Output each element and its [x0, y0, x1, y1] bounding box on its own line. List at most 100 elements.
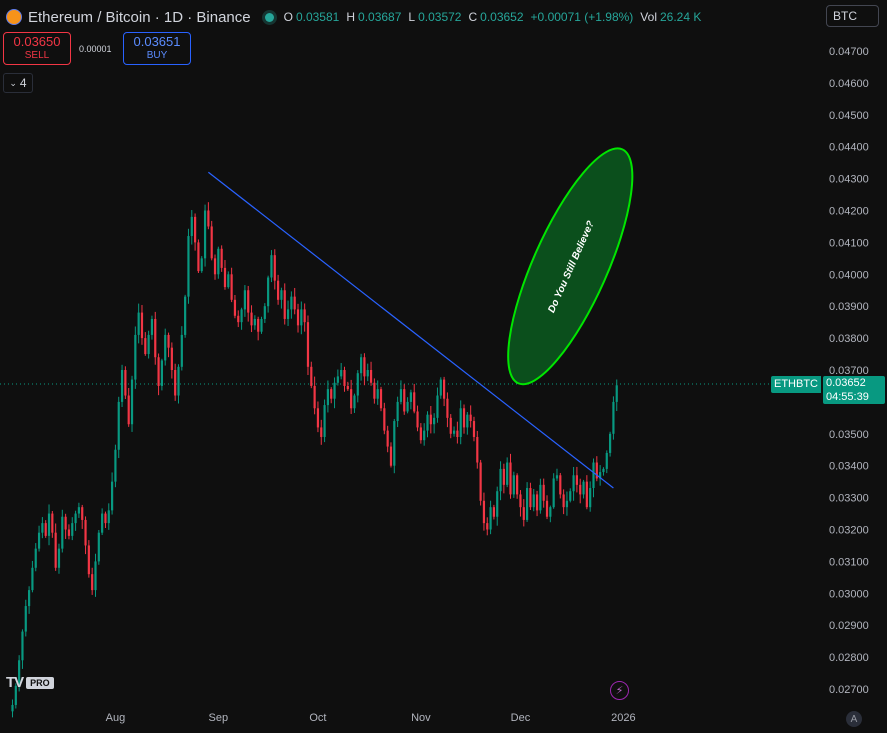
currency-select-button[interactable]: BTC [826, 5, 879, 27]
candle-body [81, 507, 84, 520]
candle-body [555, 475, 559, 479]
time-axis[interactable]: Aug Sep Oct Nov Dec 2026 [106, 712, 636, 724]
spread-value: 0.00001 [79, 44, 112, 54]
price-tick-label: 0.03300 [829, 493, 869, 505]
candle-body [469, 414, 472, 422]
candle-body [54, 532, 57, 568]
candle-body [436, 395, 439, 418]
price-tick-label: 0.03200 [829, 525, 869, 537]
candle-body [237, 315, 240, 323]
price-axis[interactable]: 0.04700 0.04600 0.04500 0.04400 0.04300 0.042… [829, 46, 869, 696]
candle-body [257, 318, 260, 332]
candle-body [137, 312, 140, 335]
candle-body [452, 430, 456, 434]
candle-body [575, 475, 578, 485]
bolt-icon[interactable]: ⚡ [610, 681, 629, 700]
candle-body [306, 322, 310, 367]
candle-body [223, 267, 227, 288]
candle-body [409, 392, 412, 402]
candle-body [316, 408, 320, 428]
price-tick-label: 0.02900 [829, 620, 869, 632]
candle-body [559, 475, 562, 495]
market-open-icon [264, 12, 274, 22]
candle-body [532, 494, 535, 508]
candle-body [227, 274, 230, 288]
candle-body [293, 296, 296, 310]
price-tick-label: 0.03000 [829, 588, 869, 600]
close-value: 0.03652 [480, 10, 524, 24]
tradingview-logo[interactable]: TV PRO [6, 674, 54, 691]
candle-body [34, 548, 37, 568]
candle-body [84, 519, 87, 546]
candle-body [552, 478, 555, 508]
candle-body [406, 401, 409, 412]
buy-label: BUY [146, 49, 168, 61]
sell-button[interactable]: 0.03650 SELL [3, 32, 71, 65]
candle-body [174, 370, 177, 396]
last-price: 0.03652 [826, 377, 866, 389]
candle-body [506, 462, 509, 485]
low-value: 0.03572 [418, 10, 462, 24]
annotation-ellipse[interactable] [484, 134, 656, 398]
candle-body [101, 513, 104, 533]
buy-button[interactable]: 0.03651 BUY [123, 32, 191, 65]
candle-body [184, 296, 187, 335]
candle-body [187, 236, 190, 297]
candle-body [389, 446, 393, 466]
candle-body [386, 430, 389, 447]
indicators-toggle-button[interactable]: ⌄ 4 [3, 73, 33, 93]
candle-body [429, 414, 432, 425]
candle-body [433, 417, 436, 425]
trendline[interactable] [208, 171, 614, 489]
ellipse-annotation[interactable]: Do You Still Believe? [484, 134, 656, 398]
candle-body [572, 475, 575, 492]
candle-body [599, 472, 602, 479]
candle-body [44, 523, 47, 536]
candle-body [51, 513, 54, 533]
candle-body [443, 379, 446, 399]
candle-body [270, 255, 273, 278]
high-value: 0.03687 [358, 10, 402, 24]
price-tick-label: 0.04200 [829, 206, 869, 218]
candle-body [522, 507, 525, 520]
candle-body [210, 226, 213, 259]
candle-body [360, 357, 363, 374]
price-tick-label: 0.02800 [829, 652, 869, 664]
candle-body [303, 309, 306, 323]
candle-body [383, 408, 386, 431]
candle-body [350, 389, 353, 409]
candle-body [61, 516, 64, 549]
candle-body [343, 370, 346, 386]
candle-body [24, 606, 27, 632]
candle-body [459, 408, 462, 437]
candle-body [356, 373, 359, 396]
candle-body [160, 360, 163, 386]
time-tick-label: Oct [309, 712, 326, 724]
candle-body [31, 567, 34, 591]
tv-logo-icon: TV [6, 674, 24, 691]
candle-body [446, 398, 449, 418]
candle-body [535, 494, 539, 511]
candle-body [267, 277, 270, 307]
price-tick-label: 0.04000 [829, 269, 869, 281]
symbol-title[interactable]: Ethereum / Bitcoin · 1D · Binance [28, 8, 251, 26]
pro-badge: PRO [26, 676, 54, 689]
ethbtc-coin-icon [6, 9, 22, 25]
candle-body [243, 290, 246, 310]
candle-body [124, 370, 127, 396]
auto-scale-button[interactable]: A [846, 711, 862, 727]
candle-body [247, 290, 250, 313]
candle-body [539, 484, 542, 511]
candle-body [492, 507, 495, 517]
candle-body [230, 274, 233, 300]
candle-body [542, 484, 545, 501]
time-tick-label: Nov [411, 712, 431, 724]
candle-body [592, 462, 595, 489]
candle-body [87, 545, 90, 575]
price-tick-label: 0.02700 [829, 684, 869, 696]
volume-value: 26.24 K [659, 10, 702, 24]
sell-price: 0.03650 [13, 33, 61, 49]
candle-body [393, 421, 396, 466]
candle-body [213, 258, 217, 275]
